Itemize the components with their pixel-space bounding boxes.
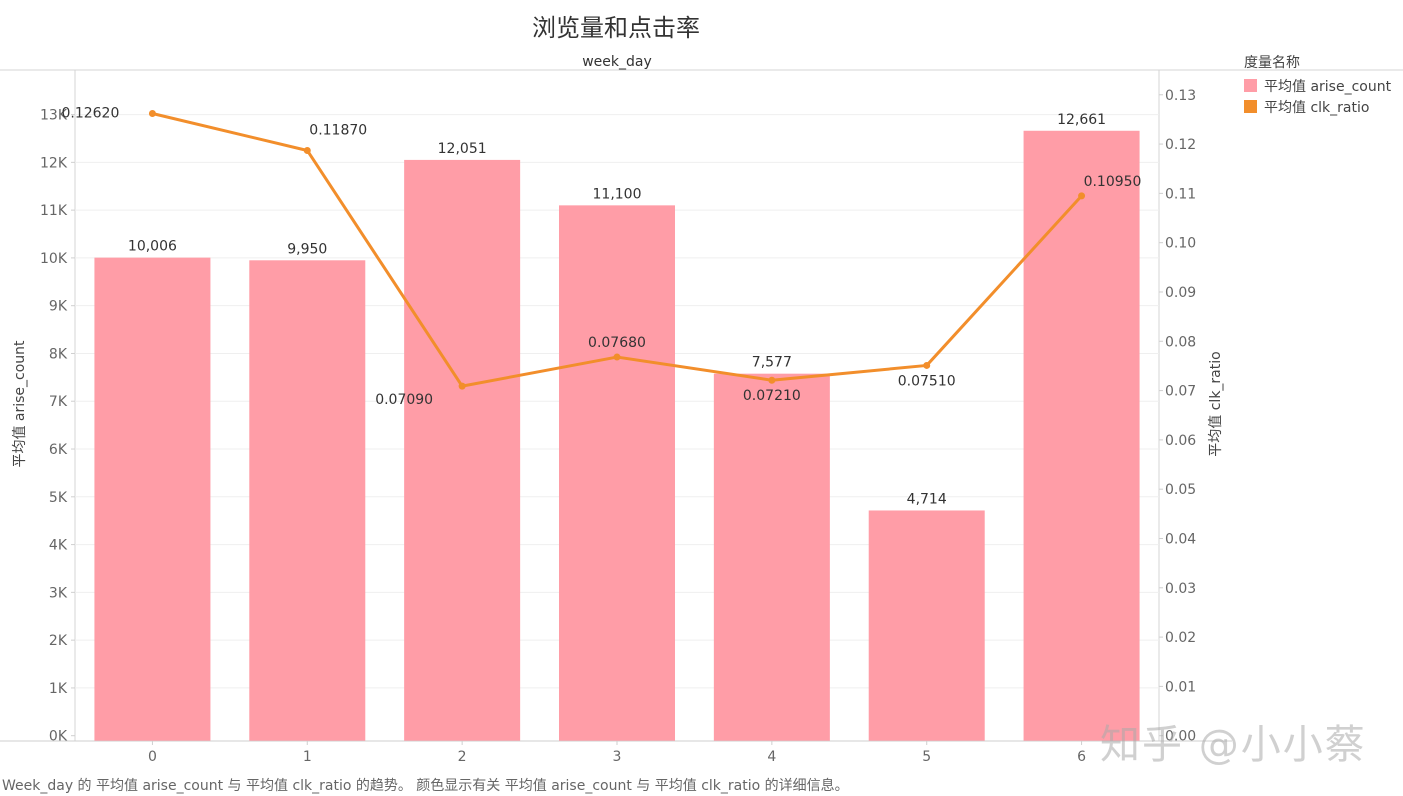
- line-point-4: [768, 376, 776, 384]
- y-right-tick-label: 0.03: [1165, 581, 1196, 597]
- bar-value-label: 4,714: [907, 491, 947, 507]
- bar-5: [868, 510, 985, 741]
- y-right-tick-label: 0.08: [1165, 334, 1196, 350]
- y-left-tick-label: 6K: [49, 442, 68, 458]
- y-right-axis-title: 平均值 clk_ratio: [1208, 351, 1224, 456]
- bar-2: [404, 159, 521, 741]
- legend-item-clk-ratio[interactable]: 平均值 clk_ratio: [1244, 96, 1391, 117]
- legend-label-arise-count: 平均值 arise_count: [1264, 78, 1392, 95]
- y-left-tick-label: 12K: [40, 155, 68, 171]
- y-right-tick-label: 0.12: [1165, 137, 1196, 153]
- y-left-tick-label: 0K: [49, 729, 68, 745]
- y-right-tick-label: 0.05: [1165, 482, 1196, 498]
- y-right-tick-label: 0.02: [1165, 630, 1196, 646]
- legend-swatch-clk-ratio: [1244, 100, 1257, 113]
- x-tick-label: 2: [458, 749, 467, 765]
- y-right-tick-label: 0.01: [1165, 679, 1196, 695]
- x-tick-label: 1: [303, 749, 312, 765]
- y-left-tick-label: 9K: [49, 299, 68, 315]
- line-value-label: 0.12620: [61, 106, 119, 122]
- x-tick-label: 0: [148, 749, 157, 765]
- line-point-3: [613, 353, 621, 361]
- chart-caption: Week_day 的 平均值 arise_count 与 平均值 clk_rat…: [2, 778, 849, 794]
- x-header-label: week_day: [582, 54, 652, 70]
- y-left-tick-label: 2K: [49, 633, 68, 649]
- bar-value-label: 10,006: [128, 239, 177, 255]
- y-left-tick-label: 1K: [49, 681, 68, 697]
- line-value-label: 0.10950: [1084, 174, 1142, 190]
- y-right-tick-label: 0.09: [1165, 285, 1196, 301]
- y-right-tick-label: 0.07: [1165, 384, 1196, 400]
- bar-4: [713, 373, 830, 741]
- y-left-tick-label: 11K: [40, 203, 68, 219]
- watermark: 知乎 @小小蔡: [1100, 722, 1367, 768]
- y-right-tick-label: 0.06: [1165, 433, 1196, 449]
- line-value-label: 0.07090: [375, 392, 433, 408]
- legend-title: 度量名称: [1244, 55, 1300, 71]
- y-left-axis-title: 平均值 arise_count: [12, 340, 28, 468]
- bar-value-label: 12,661: [1057, 112, 1106, 128]
- line-value-label: 0.07680: [588, 335, 646, 351]
- chart-title: 浏览量和点击率: [532, 14, 700, 42]
- line-value-label: 0.07510: [898, 373, 956, 389]
- line-value-label: 0.07210: [743, 388, 801, 404]
- x-tick-label: 4: [767, 749, 776, 765]
- y-right-tick-label: 0.10: [1165, 236, 1196, 252]
- x-tick-label: 3: [613, 749, 622, 765]
- y-right-tick-label: 0.11: [1165, 186, 1196, 202]
- bar-3: [559, 205, 675, 741]
- bar-value-label: 11,100: [593, 186, 642, 202]
- legend-item-arise-count[interactable]: 平均值 arise_count: [1244, 75, 1391, 96]
- bar-0: [94, 257, 211, 741]
- y-right-tick-label: 0.00: [1165, 729, 1196, 745]
- bar-value-label: 9,950: [287, 241, 327, 257]
- y-right-tick-label: 0.04: [1165, 531, 1196, 547]
- line-point-6: [1078, 192, 1086, 200]
- y-left-tick-label: 13K: [40, 108, 68, 124]
- y-right-tick-label: 0.13: [1165, 88, 1196, 104]
- bar-6: [1023, 130, 1140, 741]
- line-point-2: [458, 382, 466, 390]
- line-point-1: [303, 146, 311, 154]
- bar-value-label: 7,577: [752, 355, 792, 371]
- legend: 度量名称 平均值 arise_count 平均值 clk_ratio: [1244, 52, 1391, 117]
- y-left-tick-label: 5K: [49, 490, 68, 506]
- legend-label-clk-ratio: 平均值 clk_ratio: [1264, 99, 1370, 116]
- line-point-0: [148, 110, 156, 118]
- bar-1: [249, 260, 366, 741]
- y-left-tick-label: 10K: [40, 251, 68, 267]
- y-left-tick-label: 4K: [49, 538, 68, 554]
- y-left-tick-label: 7K: [49, 394, 68, 410]
- x-tick-label: 6: [1077, 749, 1086, 765]
- legend-swatch-arise-count: [1244, 79, 1257, 92]
- line-point-5: [923, 361, 931, 369]
- x-tick-label: 5: [922, 749, 931, 765]
- line-value-label: 0.11870: [309, 122, 367, 138]
- y-left-tick-label: 3K: [49, 585, 68, 601]
- y-left-tick-label: 8K: [49, 346, 68, 362]
- bar-value-label: 12,051: [438, 141, 487, 157]
